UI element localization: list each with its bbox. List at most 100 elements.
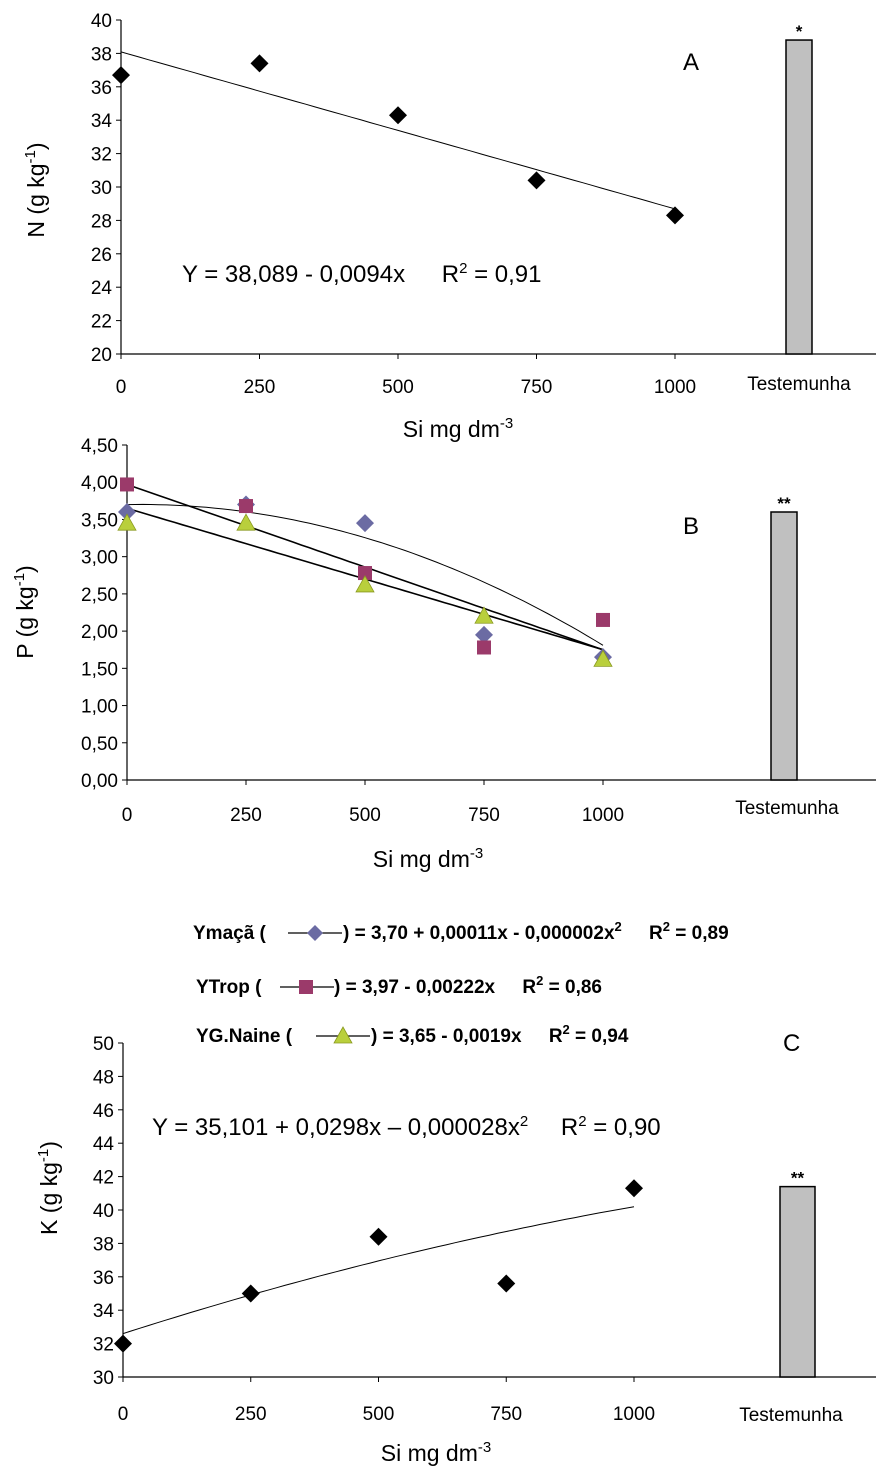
panel-c-equation-sup: 2 <box>520 1113 528 1130</box>
panel-a-ylabel-main: N (g kg <box>23 163 49 237</box>
legend-ygnaine-r2-rest: = 0,94 <box>570 1026 629 1047</box>
panel-b-y-tick-label: 1,50 <box>81 659 118 680</box>
panel-a-control-significance: * <box>796 22 803 41</box>
panel-b-point-s3 <box>593 649 613 667</box>
legend-ytrop-eq-main: ) = 3,97 - 0,00222x <box>334 977 496 998</box>
panel-a-letter: A <box>683 49 699 76</box>
panel-c-y-tick-label: 48 <box>93 1067 114 1088</box>
legend-entry-ytrop: YTrop ( ) = 3,97 - 0,00222x R2 = 0,86 <box>196 973 602 998</box>
panel-c-xlabel-sup: -3 <box>478 1439 491 1456</box>
panel-c-x-tick-label: 750 <box>490 1404 522 1425</box>
panel-c-ylabel-close: ) <box>36 1141 62 1149</box>
panel-b-xlabel-sup: -3 <box>470 845 483 862</box>
panel-b-x-tick-label: 0 <box>122 805 133 826</box>
panel-a-xlabel: Si mg dm-3 <box>403 415 513 442</box>
legend-ytrop-r2-rest: = 0,86 <box>543 977 602 998</box>
legend-ymaca-marker <box>307 925 323 941</box>
legend-ytrop-equation: ) = 3,97 - 0,00222x R2 = 0,86 <box>334 973 602 998</box>
panel-b-point-s3 <box>236 513 256 531</box>
panel-a-equation-text: Y = 38,089 - 0,0094x <box>182 261 405 288</box>
panel-c-y-tick-label: 30 <box>93 1368 114 1389</box>
panel-a-trendline-1 <box>120 51 676 210</box>
panel-a-y-tick-label: 32 <box>91 145 112 166</box>
panel-c-control-significance: ** <box>791 1169 805 1188</box>
panel-c-y-tick-label: 34 <box>93 1301 115 1322</box>
panel-a-control-label: Testemunha <box>747 374 851 395</box>
panel-a-xlabel-sup: -3 <box>500 415 513 432</box>
legend-ygnaine-equation: ) = 3,65 - 0,0019x R2 = 0,94 <box>371 1022 629 1047</box>
panel-c-control-bar <box>779 1185 816 1378</box>
panel-b-control-bar <box>770 511 798 781</box>
legend-ygnaine-r2-main: R <box>549 1026 563 1047</box>
panel-a-y-tick-label: 28 <box>91 211 112 232</box>
panel-a-point-s1 <box>250 54 269 73</box>
panel-b-point-s3 <box>355 575 375 593</box>
panel-a-x-tick-label: 1000 <box>654 377 696 398</box>
panel-b-y-tick-label: 2,50 <box>81 585 118 606</box>
panel-c-y-tick-label: 40 <box>93 1201 114 1222</box>
panel-b-point-s3 <box>474 606 494 624</box>
panel-a-y-tick-label: 20 <box>91 345 112 366</box>
panel-c-ylabel: K (g kg-1) <box>35 1141 62 1235</box>
legend-ymaca-r2-sup: 2 <box>663 919 670 934</box>
legend-ymaca-r2-rest: = 0,89 <box>670 923 729 944</box>
panel-b-legend: Ymaçã ( ) = 3,70 + 0,00011x - 0,000002x2… <box>193 915 729 1047</box>
panel-c-point-s1 <box>114 1334 132 1353</box>
legend-ygnaine-r2-sup: 2 <box>563 1022 570 1037</box>
panel-b-plot: 0,00 0,50 1,00 1,50 2,00 2,50 3,00 3,50 4,00 4,50… <box>81 436 876 826</box>
panel-a-y-tick-label: 38 <box>91 44 112 65</box>
panel-a-y-tick-label: 36 <box>91 78 112 99</box>
panel-a-r2-rest: = 0,91 <box>467 261 541 288</box>
panel-b-control-significance: ** <box>777 494 791 513</box>
panel-a-y-tick-label: 34 <box>91 111 113 132</box>
panel-c-xlabel-main: Si mg dm <box>381 1440 478 1466</box>
legend-ymaca-eq-sup: 2 <box>615 919 622 934</box>
legend-ymaca-equation: ) = 3,70 + 0,00011x - 0,000002x2 R2 = 0,… <box>343 915 729 944</box>
panel-a-y-tick-label: 22 <box>91 312 112 333</box>
panel-a-r2-sup: 2 <box>459 260 467 277</box>
legend-ygnaine-marker <box>333 1026 353 1044</box>
panel-b-ylabel-sup: -1 <box>11 573 28 586</box>
legend-ytrop-prefix: YTrop ( <box>196 977 262 998</box>
panel-b-y-tick-label: 1,00 <box>81 697 118 718</box>
panel-c-equation: Y = 35,101 + 0,0298x – 0,000028x2 R2 = 0… <box>152 1105 661 1141</box>
panel-c-x-tick-label: 1000 <box>613 1404 655 1425</box>
panel-b-y-tick-label: 0,00 <box>81 771 118 792</box>
panel-a-point-s1 <box>389 106 407 125</box>
panel-a-y-tick-label: 26 <box>91 245 112 266</box>
panel-b-ylabel-close: ) <box>12 565 38 573</box>
legend-ymaca-prefix: Ymaçã ( <box>193 923 267 944</box>
panel-a-r2-main: R <box>442 261 459 288</box>
panel-b-y-tick-label: 3,50 <box>81 510 118 531</box>
panel-a-x-tick-label: 0 <box>116 377 127 398</box>
panel-b-y-tick-label: 0,50 <box>81 734 118 755</box>
panel-b-xlabel-main: Si mg dm <box>373 846 470 872</box>
panel-b-point-s2 <box>120 477 134 492</box>
panel-b-y-tick-label: 4,00 <box>81 473 118 494</box>
panel-b-x-tick-label: 750 <box>468 805 500 826</box>
legend-ygnaine-prefix: YG.Naine ( <box>196 1026 293 1047</box>
panel-b-point-s2 <box>596 612 610 627</box>
panel-a-point-s1 <box>666 206 684 225</box>
panel-b-ylabel: P (g kg-1) <box>11 565 38 658</box>
panel-b-x-tick-label: 250 <box>230 805 262 826</box>
panel-b-point-s2 <box>477 640 491 655</box>
panel-c-y-tick-label: 32 <box>93 1335 114 1356</box>
panel-c-point-s1 <box>497 1274 516 1293</box>
legend-ytrop-r2-main: R <box>522 977 536 998</box>
panel-a-x-tick-label: 750 <box>521 377 553 398</box>
panel-b-x-tick-label: 500 <box>349 805 381 826</box>
panel-c-equation-text: Y = 35,101 + 0,0298x – 0,000028x <box>152 1114 520 1141</box>
panel-c-point-s1 <box>369 1227 388 1246</box>
panel-a-point-s1 <box>527 171 546 190</box>
panel-b-x-tick-label: 1000 <box>582 805 624 826</box>
panel-c-x-tick-label: 0 <box>118 1404 129 1425</box>
panel-b-control-label: Testemunha <box>735 798 839 819</box>
panel-c-y-tick-label: 42 <box>93 1168 114 1189</box>
panel-c-y-tick-label: 36 <box>93 1268 114 1289</box>
panel-b-point-s1 <box>475 625 493 644</box>
panel-b-point-s2 <box>358 566 372 581</box>
